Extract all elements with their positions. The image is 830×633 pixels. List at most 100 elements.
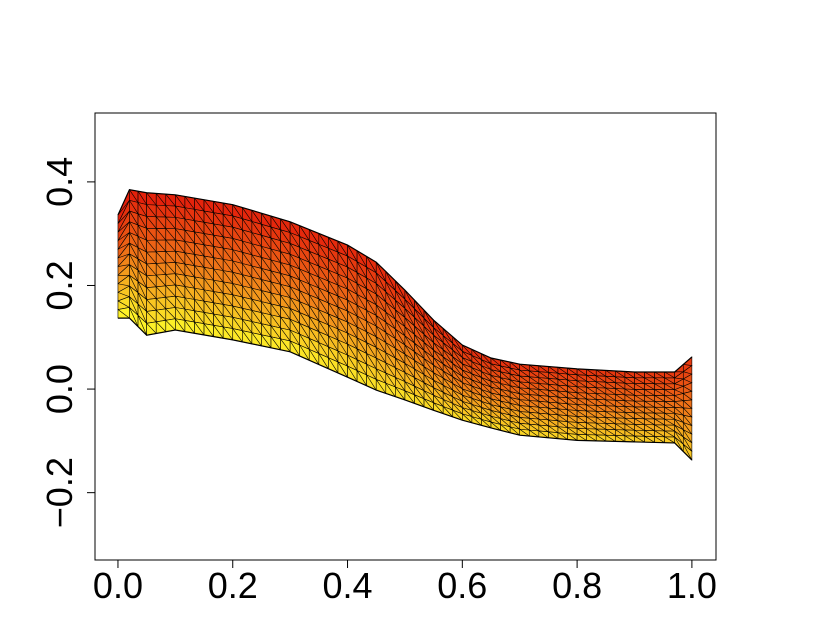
mesh-cell	[548, 401, 559, 410]
mesh-cell	[576, 428, 587, 435]
mesh-cell	[548, 407, 559, 416]
mesh-cell	[548, 384, 559, 392]
mesh-cell	[595, 387, 607, 395]
mesh-cell	[605, 381, 616, 389]
y-tick-label: 0.2	[39, 260, 80, 310]
mesh-cell	[242, 285, 253, 300]
mesh-cell	[654, 383, 665, 390]
mesh-cell	[155, 297, 167, 311]
mesh-cell	[654, 395, 665, 402]
mesh-cell	[586, 434, 597, 442]
mesh-cell	[242, 319, 253, 334]
mesh-cell	[203, 210, 214, 225]
mesh-cell	[519, 428, 530, 437]
mesh-cell	[576, 398, 587, 406]
mesh-cell	[155, 193, 167, 206]
mesh-cell	[595, 428, 607, 436]
mesh-cell	[615, 417, 626, 425]
mesh-cell	[595, 399, 607, 407]
mesh-cell	[644, 395, 655, 402]
mesh-cell	[375, 368, 387, 384]
mesh-cell	[155, 274, 167, 288]
mesh-cell	[194, 287, 205, 302]
mesh-cell	[213, 246, 224, 260]
mesh-cell	[519, 405, 530, 413]
mesh-cell	[175, 239, 186, 254]
upper-edge	[117, 188, 693, 373]
mesh-cell	[509, 379, 521, 389]
mesh-cell	[146, 298, 157, 312]
mesh-cell	[654, 401, 665, 408]
mesh-cell	[165, 228, 176, 241]
mesh-cell	[347, 354, 358, 372]
mesh-cell	[328, 258, 339, 275]
mesh-cell	[644, 400, 655, 408]
mesh-cell	[222, 281, 234, 296]
mesh-cell	[557, 402, 568, 411]
mesh-cell	[318, 298, 329, 315]
mesh-cell	[137, 213, 147, 229]
mesh-cell	[184, 263, 195, 278]
mesh-cell	[595, 416, 607, 424]
mesh-cell	[664, 412, 675, 420]
mesh-cell	[567, 379, 578, 388]
mesh-cell	[146, 251, 157, 265]
mesh-cell	[261, 312, 272, 327]
mesh-cell	[289, 286, 301, 303]
mesh-cell	[194, 276, 205, 291]
mesh-cell	[318, 254, 329, 271]
mesh-cell	[538, 401, 549, 409]
mesh-cell	[213, 302, 224, 317]
mesh-cell	[203, 278, 214, 292]
mesh-cell	[624, 394, 635, 402]
mesh-cell	[155, 216, 167, 229]
mesh-cell	[664, 377, 675, 385]
mesh-cell	[232, 238, 243, 253]
mesh-cell	[184, 207, 195, 222]
mesh-column	[289, 221, 348, 378]
mesh-cell	[519, 411, 530, 419]
mesh-cell	[605, 411, 616, 419]
mesh-cell	[146, 239, 157, 253]
mesh-cell	[308, 283, 320, 300]
mesh-cell	[586, 380, 597, 388]
mesh-cell	[664, 424, 675, 432]
mesh-cell	[605, 393, 616, 401]
mesh-cell	[117, 307, 130, 319]
mesh-cell	[674, 400, 684, 409]
mesh-cell	[654, 389, 665, 396]
mesh-cell	[308, 294, 320, 311]
mesh-cell	[251, 310, 262, 325]
mesh-cell	[528, 370, 540, 378]
mesh-cell	[194, 220, 205, 234]
mesh-cell	[184, 320, 195, 334]
mesh-cell	[654, 371, 665, 379]
mesh-cell	[165, 295, 176, 310]
mesh-cell	[213, 268, 224, 283]
mesh-cell	[165, 193, 176, 207]
mesh-cell	[586, 398, 597, 406]
mesh-cell	[184, 308, 195, 323]
mesh-cell	[184, 274, 195, 289]
mesh-cell	[595, 381, 607, 389]
mesh-cell	[194, 254, 205, 268]
mesh-cell	[674, 418, 684, 431]
x-tick-label: 0.4	[323, 565, 373, 606]
mesh-cell	[595, 422, 607, 430]
x-tick-label: 0.6	[437, 565, 487, 606]
mesh-cell	[538, 371, 549, 379]
mesh-cell	[586, 428, 597, 436]
mesh-cell	[528, 394, 540, 402]
mesh-cell	[261, 279, 272, 294]
mesh-cell	[184, 297, 195, 312]
mesh-cell	[624, 406, 635, 414]
mesh-cell	[615, 405, 626, 413]
mesh-column	[146, 192, 176, 336]
mesh-cell	[203, 300, 214, 315]
mesh-cell	[270, 226, 281, 242]
mesh-column	[674, 356, 693, 461]
mesh-cell	[664, 430, 675, 438]
mesh-cell	[299, 225, 310, 241]
mesh-cell	[624, 382, 635, 390]
